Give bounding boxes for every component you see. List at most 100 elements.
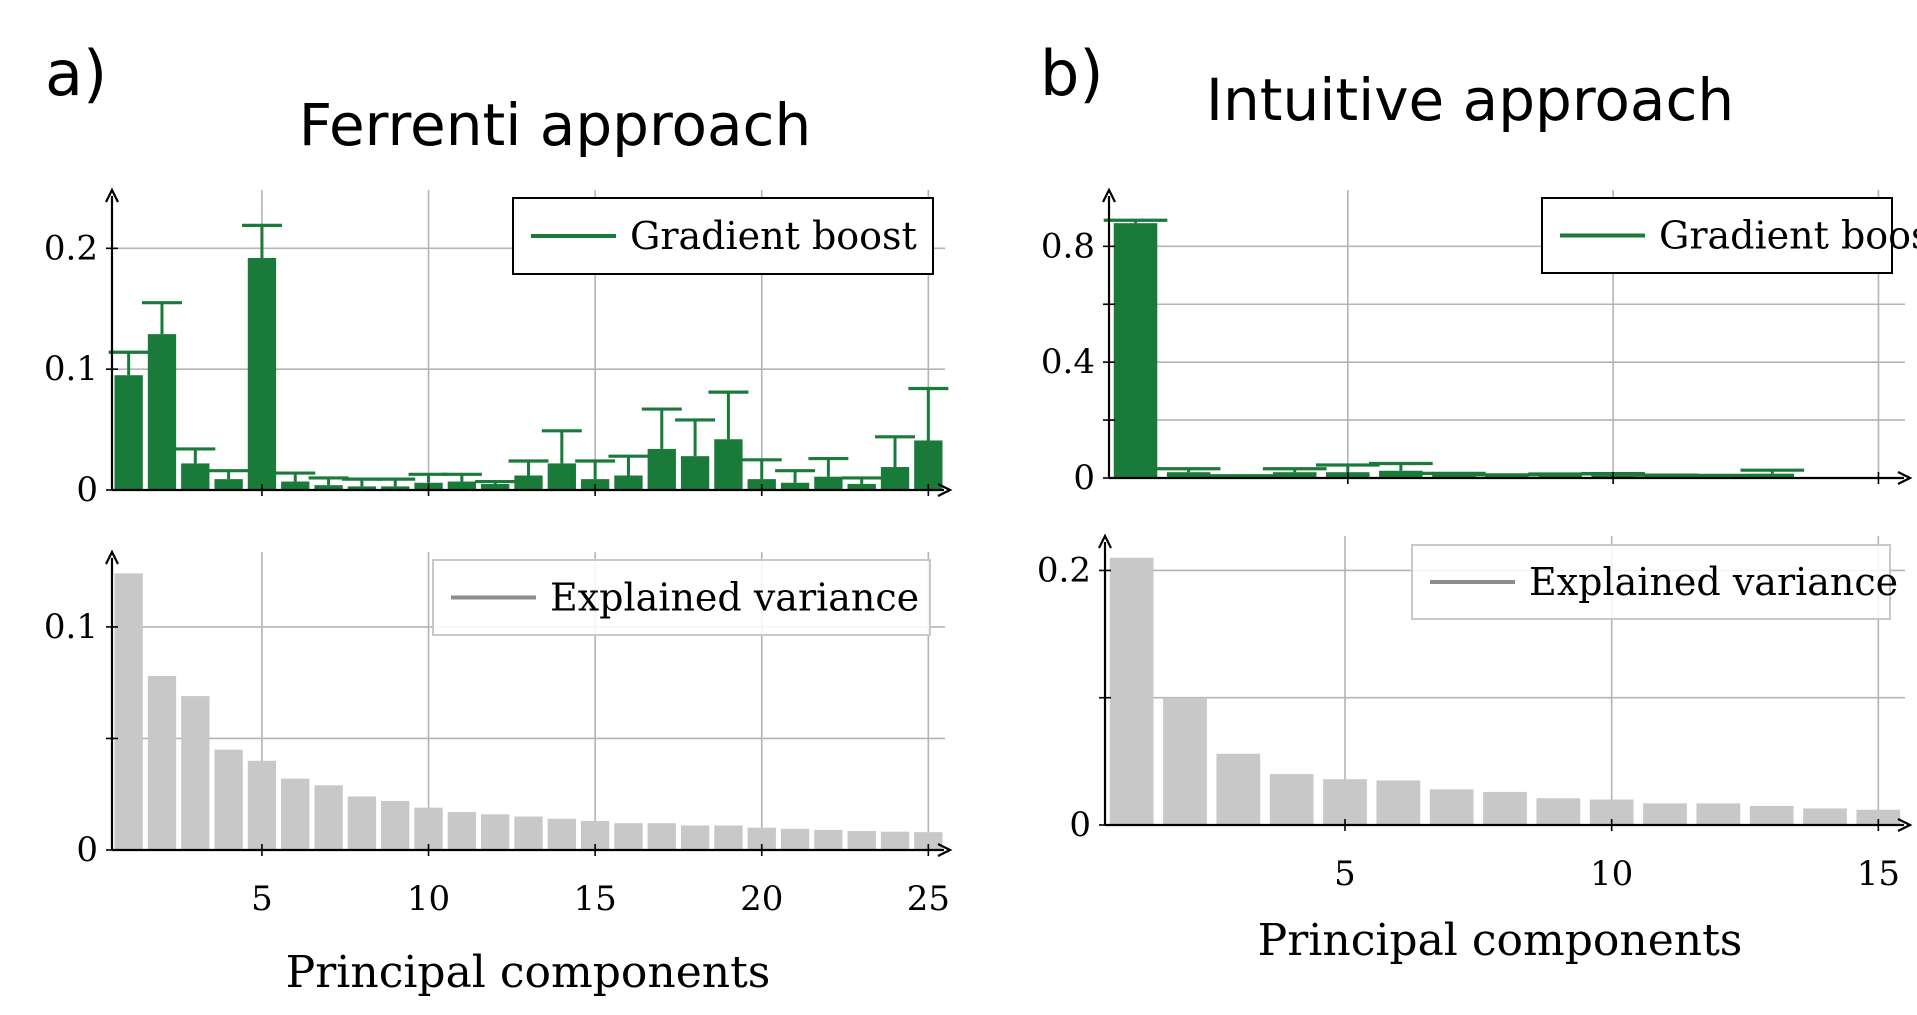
a-top-bar-24 <box>880 467 910 490</box>
b-bottom-xtick-label-1: 10 <box>1590 854 1633 894</box>
b-bottom-ytick-label-2: 0.2 <box>1037 550 1091 590</box>
a-top-bar-8 <box>347 486 377 490</box>
a-top-bar-7 <box>314 485 343 490</box>
b-bottom-bar-8 <box>1483 791 1527 825</box>
a-top-bar-13 <box>514 475 543 490</box>
b-top-ytick-label-4: 0.8 <box>1041 226 1095 266</box>
panel-b-variance-chart: 0 0.2 5 10 15 Explained variance <box>1037 533 1913 894</box>
panel-b-letter: b) <box>1040 37 1104 110</box>
a-bottom-bar-18 <box>680 825 710 850</box>
a-top-bar-19 <box>714 439 743 490</box>
a-bottom-x-arrow <box>937 843 953 857</box>
b-top-bar-4 <box>1272 472 1317 478</box>
a-bottom-bar-14 <box>547 818 576 850</box>
a-top-bar-3 <box>181 463 210 490</box>
a-bottom-bar-24 <box>880 831 910 850</box>
a-bottom-y-arrow <box>105 549 119 565</box>
b-bottom-ytick-label-0: 0 <box>1069 805 1091 845</box>
a-bottom-bar-8 <box>347 796 377 850</box>
a-bottom-xtick-label-0: 5 <box>251 879 273 919</box>
b-bottom-legend-label: Explained variance <box>1529 560 1898 604</box>
b-bottom-bar-3 <box>1216 753 1261 825</box>
b-top-x-arrow <box>1897 471 1913 485</box>
a-bottom-bar-22 <box>814 829 843 850</box>
a-bottom-bar-6 <box>281 778 310 850</box>
b-bottom-x-arrow <box>1897 818 1913 832</box>
b-top-ytick-label-2: 0.4 <box>1041 342 1095 382</box>
b-top-y-arrow <box>1102 187 1116 203</box>
b-top-legend-label: Gradient boost <box>1659 214 1917 258</box>
a-bottom-bar-5 <box>247 760 277 850</box>
a-bottom-bar-3 <box>181 696 210 850</box>
b-bottom-bar-14 <box>1803 808 1847 825</box>
a-bottom-bar-19 <box>714 825 743 850</box>
b-top-bar-8 <box>1485 475 1529 478</box>
a-top-y-arrow <box>105 187 119 203</box>
a-top-bar-17 <box>647 448 676 490</box>
a-bottom-bar-13 <box>514 816 543 850</box>
a-bottom-legend-label: Explained variance <box>550 576 919 620</box>
a-top-bar-2 <box>147 334 177 490</box>
panel-a-variance-chart: 0 0.1 5 10 15 20 25 Explained variance <box>44 549 953 919</box>
b-bottom-bar-11 <box>1643 803 1687 825</box>
a-top-bar-14 <box>547 463 576 490</box>
a-bottom-bar-2 <box>147 676 177 850</box>
panel-a-importance-chart: 0 0.1 0.2 Gradient boost <box>44 187 953 510</box>
a-bottom-bar-21 <box>780 828 810 850</box>
b-bottom-bar-9 <box>1536 798 1581 825</box>
a-bottom-bar-17 <box>647 823 676 850</box>
b-top-ytick-label-0: 0 <box>1073 458 1095 498</box>
a-bottom-bar-7 <box>314 785 343 850</box>
a-bottom-bar-1 <box>114 573 143 850</box>
b-top-bar-9 <box>1538 475 1582 478</box>
a-bottom-ytick-label-2: 0.1 <box>44 607 98 647</box>
a-top-ytick-label-2: 0.2 <box>44 228 98 268</box>
a-bottom-bar-10 <box>414 807 443 850</box>
a-top-bar-21 <box>780 482 810 490</box>
a-bottom-bar-4 <box>214 749 243 850</box>
panel-a-xlabel: Principal components <box>286 947 771 998</box>
b-top-bar-13 <box>1750 473 1795 478</box>
b-bottom-y-arrow <box>1098 533 1112 549</box>
a-top-bar-25 <box>914 440 943 490</box>
b-bottom-bar-6 <box>1376 780 1421 825</box>
a-bottom-bar-25 <box>914 832 943 850</box>
panel-b-importance-chart: 0 0.4 0.8 Gradient boost <box>1041 187 1917 498</box>
a-top-ytick-label-1: 0.1 <box>44 349 98 389</box>
b-bottom-bar-2 <box>1163 697 1207 825</box>
b-bottom-xtick-label-2: 15 <box>1857 854 1900 894</box>
b-bottom-bar-13 <box>1749 805 1794 825</box>
b-top-bar-1 <box>1113 223 1158 478</box>
a-bottom-xtick-label-3: 20 <box>740 879 783 919</box>
panel-b-xlabel: Principal components <box>1258 915 1743 966</box>
a-top-bar-1 <box>114 375 143 490</box>
a-top-x-arrow <box>937 483 953 497</box>
a-bottom-bar-11 <box>447 812 477 850</box>
b-bottom-bar-12 <box>1696 803 1741 825</box>
a-bottom-ytick-label-0: 0 <box>76 830 98 870</box>
a-top-bar-11 <box>447 481 477 490</box>
a-top-bar-23 <box>847 483 876 490</box>
panel-a-letter: a) <box>45 37 107 110</box>
a-bottom-bar-23 <box>847 831 876 850</box>
a-top-bar-6 <box>281 481 310 490</box>
panel-b-title: Intuitive approach <box>1206 66 1734 134</box>
a-top-bar-18 <box>680 456 710 490</box>
a-top-bar-22 <box>814 476 843 490</box>
a-top-ytick-label-0: 0 <box>76 470 98 510</box>
b-top-bar-2 <box>1166 472 1211 478</box>
a-bottom-bar-20 <box>747 827 776 850</box>
a-top-legend-label: Gradient boost <box>630 214 917 258</box>
b-bottom-xtick-label-0: 5 <box>1334 854 1356 894</box>
panel-a-title: Ferrenti approach <box>299 91 811 159</box>
b-bottom-bar-4 <box>1269 774 1314 825</box>
a-top-bar-5 <box>247 258 277 490</box>
a-bottom-bar-16 <box>614 823 643 850</box>
a-top-bar-9 <box>381 486 410 490</box>
a-bottom-bar-12 <box>481 814 510 850</box>
a-bottom-bar-9 <box>381 800 410 850</box>
b-bottom-bar-5 <box>1323 779 1367 825</box>
b-top-bar-6 <box>1379 470 1423 478</box>
a-bottom-xtick-label-1: 10 <box>407 879 450 919</box>
